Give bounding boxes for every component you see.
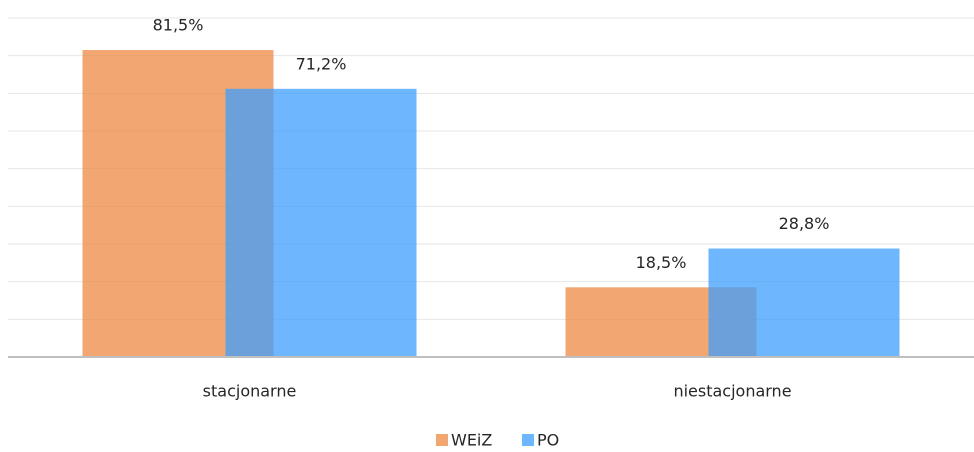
bar — [225, 88, 417, 358]
data-label: 81,5% — [153, 16, 204, 35]
legend-label: WEiZ — [451, 431, 492, 450]
legend-label: PO — [537, 431, 559, 450]
data-label: 71,2% — [296, 54, 347, 73]
legend-item: WEiZ — [436, 431, 492, 450]
x-tick-label: niestacjonarne — [673, 382, 791, 401]
bar — [708, 248, 900, 357]
legend-swatch — [522, 434, 534, 446]
x-tick-label: stacjonarne — [203, 382, 297, 401]
data-label: 18,5% — [636, 253, 687, 272]
legend-swatch — [436, 434, 448, 446]
legend-item: PO — [522, 431, 559, 450]
data-label: 28,8% — [779, 214, 830, 233]
